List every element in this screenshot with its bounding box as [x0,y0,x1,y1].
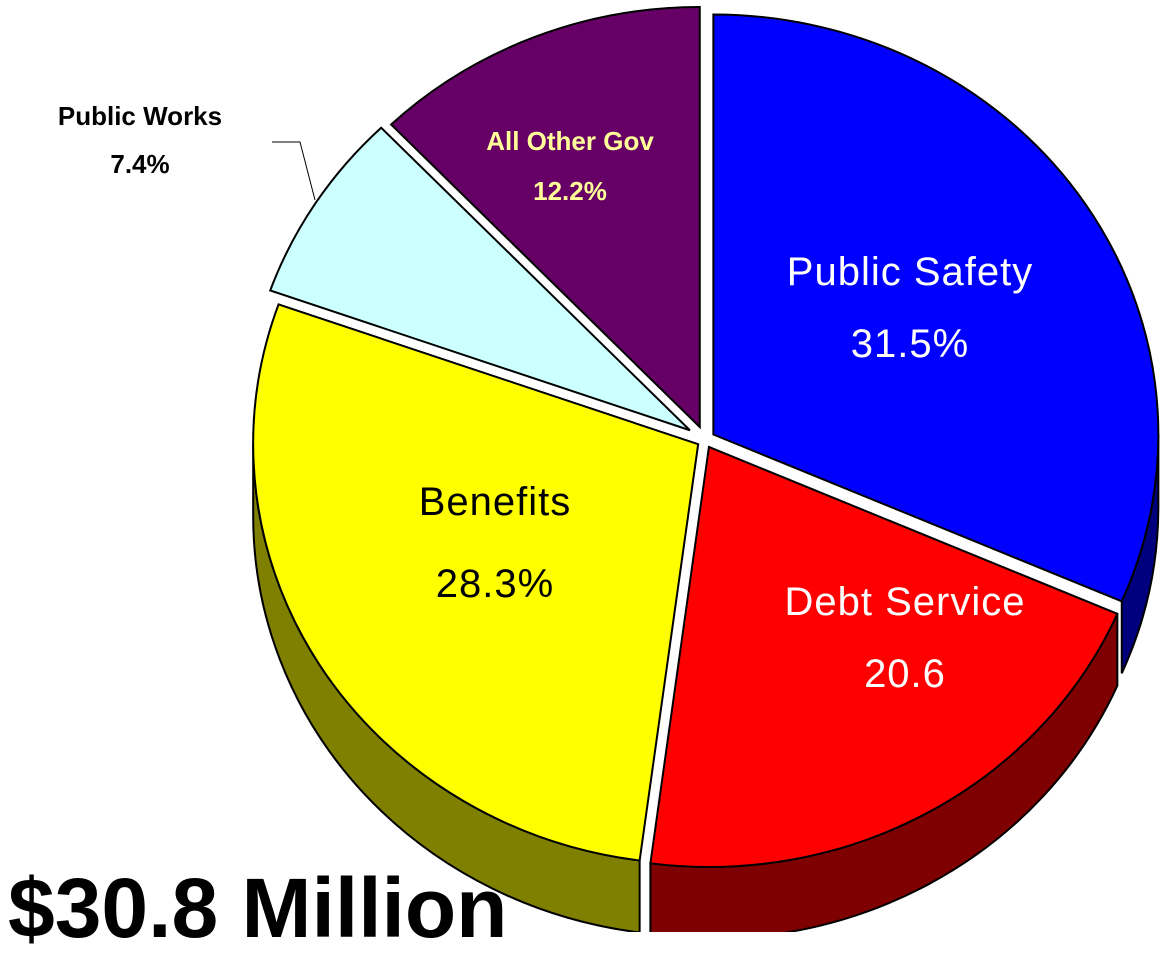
slice-all-other-gov [389,6,701,430]
slice-label-public-works: Public Works [58,101,222,131]
slice-value-public-safety: 31.5% [851,322,969,366]
slice-label-public-safety: Public Safety [787,250,1033,294]
slice-debt-service [649,445,1119,868]
slice-value-debt-service: 20.6 [864,652,946,696]
slice-label-benefits: Benefits [419,480,572,524]
slice-label-debt-service: Debt Service [785,580,1026,624]
slice-value-public-works: 7.4% [110,149,169,179]
leader-line-public-works [272,141,316,201]
pie-chart: Public Safety 31.5% Debt Service 20.6 Benefi… [58,6,1160,932]
slice-public-works [268,126,691,432]
slice-label-all-other-gov: All Other Gov [486,126,654,156]
total-caption: $30.8 Million [8,861,508,955]
slice-benefits [252,303,700,862]
slice-value-all-other-gov: 12.2% [533,176,607,206]
slice-value-benefits: 28.3% [436,562,554,606]
slice-public-safety [712,13,1160,603]
